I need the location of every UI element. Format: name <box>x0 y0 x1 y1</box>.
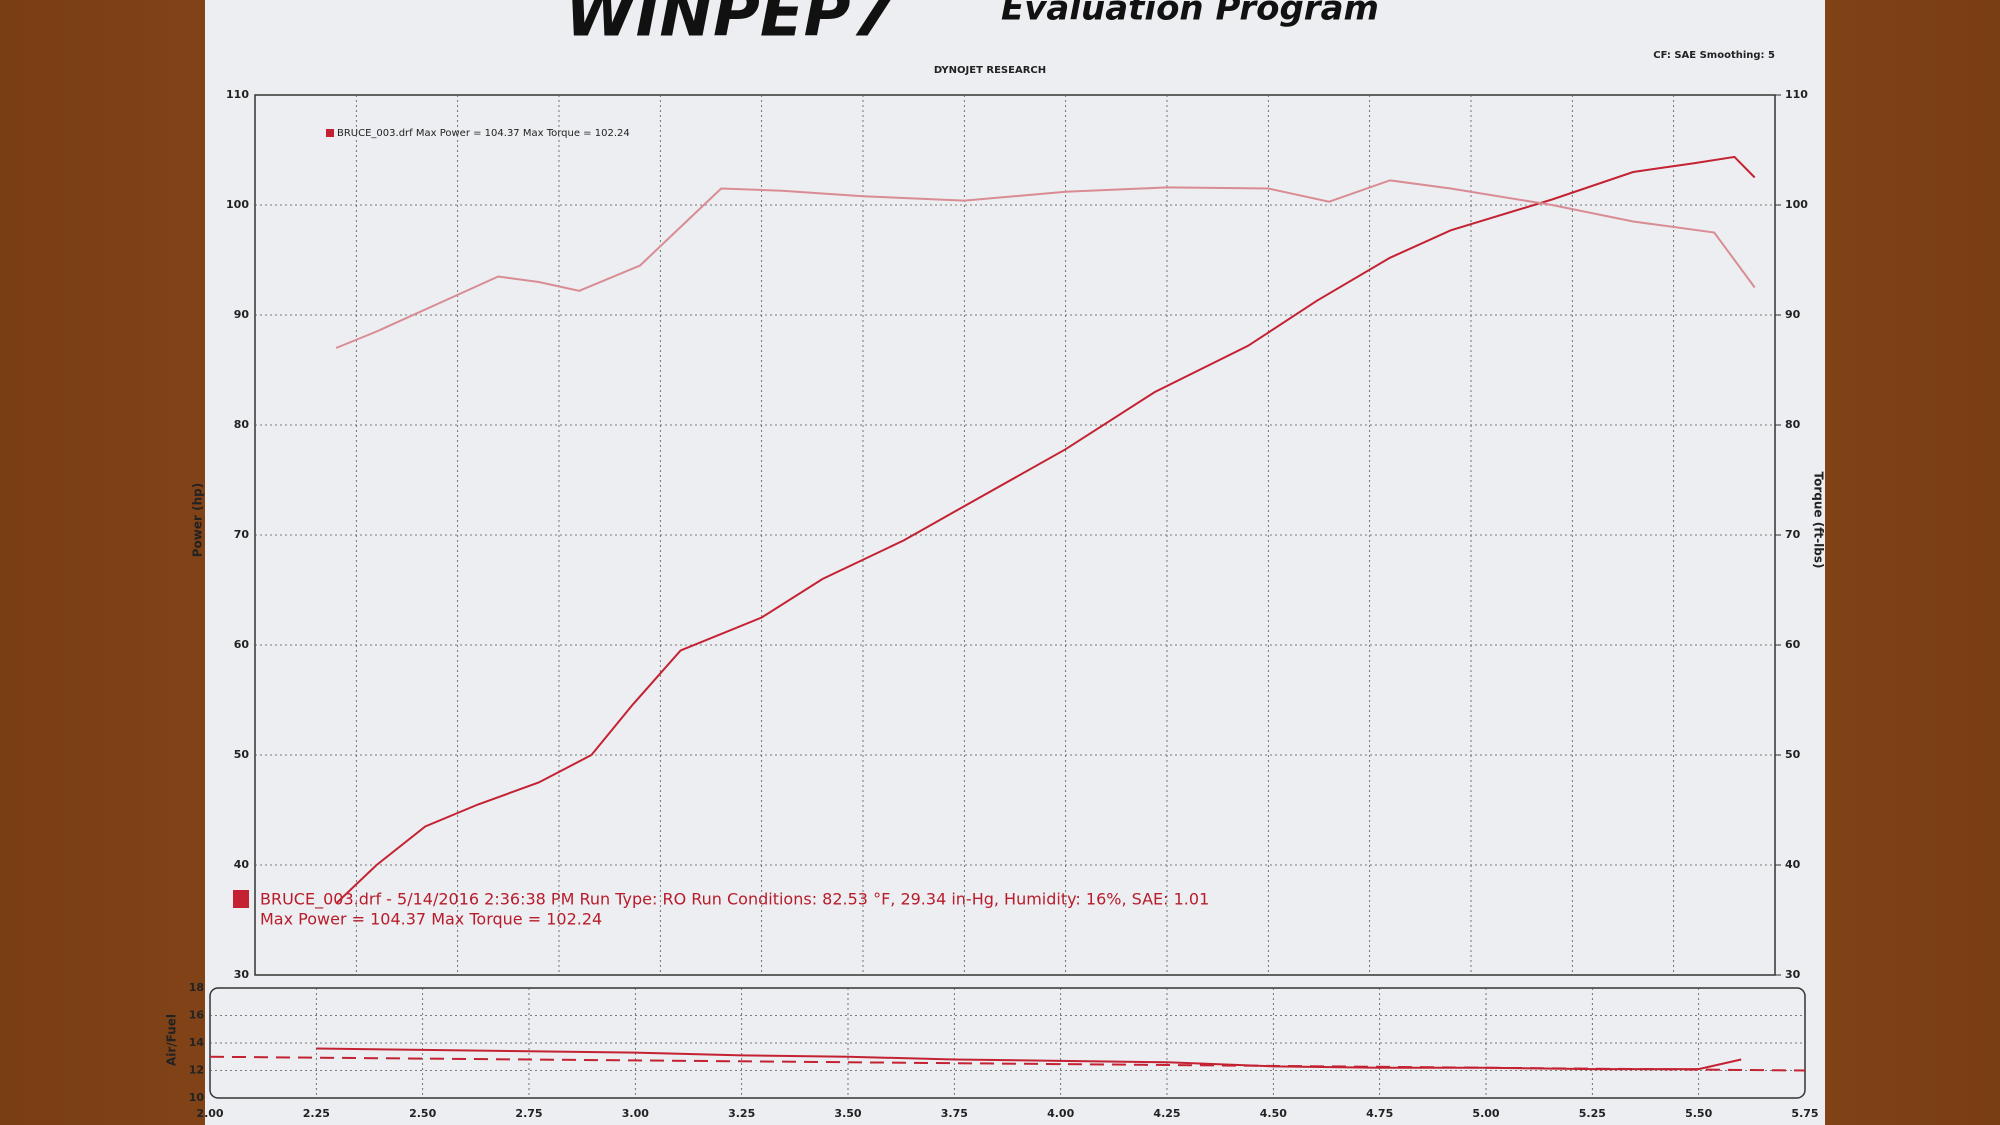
x-tick-label: 3.00 <box>622 1107 649 1120</box>
y2-tick-label: 100 <box>1785 198 1808 211</box>
legend-swatch <box>326 129 334 137</box>
logo: WINPEP7 <box>565 0 896 52</box>
y2-tick-label: 110 <box>1785 88 1808 101</box>
y-tick-label: 10 <box>189 1091 205 1104</box>
y-tick-label: 18 <box>189 981 204 994</box>
x-tick-label: 4.75 <box>1366 1107 1393 1120</box>
settings: CF: SAE Smoothing: 5 <box>1653 50 1775 61</box>
x-tick-label: 5.00 <box>1472 1107 1499 1120</box>
y-tick-label: 12 <box>189 1064 204 1077</box>
y-tick-label: 16 <box>189 1009 205 1022</box>
y-tick-label: 14 <box>189 1036 205 1049</box>
y-tick-label: 110 <box>226 88 249 101</box>
y-tick-label: 90 <box>234 308 250 321</box>
x-tick-label: 2.75 <box>515 1107 542 1120</box>
y-tick-label: 40 <box>234 858 250 871</box>
y2-tick-label: 70 <box>1785 528 1801 541</box>
x-tick-label: 3.25 <box>728 1107 755 1120</box>
x-tick-label: 4.50 <box>1260 1107 1287 1120</box>
x-tick-label: 4.25 <box>1153 1107 1180 1120</box>
paper <box>205 0 1825 1125</box>
y2-tick-label: 60 <box>1785 638 1801 651</box>
y2-tick-label: 50 <box>1785 748 1801 761</box>
y-tick-label: 50 <box>234 748 250 761</box>
y2-tick-label: 90 <box>1785 308 1801 321</box>
y-tick-label: 30 <box>234 968 250 981</box>
series-line <box>335 155 1756 905</box>
x-tick-label: 5.25 <box>1579 1107 1606 1120</box>
y2-axis-label: Torque (ft-lbs) <box>1812 472 1826 569</box>
x-tick-label: 4.00 <box>1047 1107 1074 1120</box>
y-tick-label: 60 <box>234 638 250 651</box>
annotation-swatch <box>233 890 249 908</box>
x-tick-label: 3.50 <box>834 1107 861 1120</box>
series-line <box>209 1055 1806 1072</box>
y2-tick-label: 80 <box>1785 418 1801 431</box>
x-tick-label: 2.25 <box>303 1107 330 1120</box>
x-tick-label: 2.00 <box>196 1107 223 1120</box>
annotation: BRUCE_003.drf - 5/14/2016 2:36:38 PM Run… <box>260 890 1209 910</box>
chart-title: DYNOJET RESEARCH <box>934 65 1046 76</box>
x-tick-label: 5.75 <box>1791 1107 1818 1120</box>
subtitle: Evaluation Program <box>1001 0 1379 29</box>
y2-tick-label: 30 <box>1785 968 1801 981</box>
y-tick-label: 70 <box>234 528 250 541</box>
y-axis-label: Air/Fuel <box>165 1014 179 1066</box>
y-axis-label: Power (hp) <box>191 483 205 557</box>
y-tick-label: 100 <box>226 198 249 211</box>
x-tick-label: 3.75 <box>941 1107 968 1120</box>
y-tick-label: 80 <box>234 418 250 431</box>
y2-tick-label: 40 <box>1785 858 1801 871</box>
x-tick-label: 2.50 <box>409 1107 436 1120</box>
x-tick-label: 5.50 <box>1685 1107 1712 1120</box>
annotation: Max Power = 104.37 Max Torque = 102.24 <box>260 910 602 929</box>
legend-text: BRUCE_003.drf Max Power = 104.37 Max Tor… <box>337 128 630 139</box>
series-line <box>335 179 1756 349</box>
